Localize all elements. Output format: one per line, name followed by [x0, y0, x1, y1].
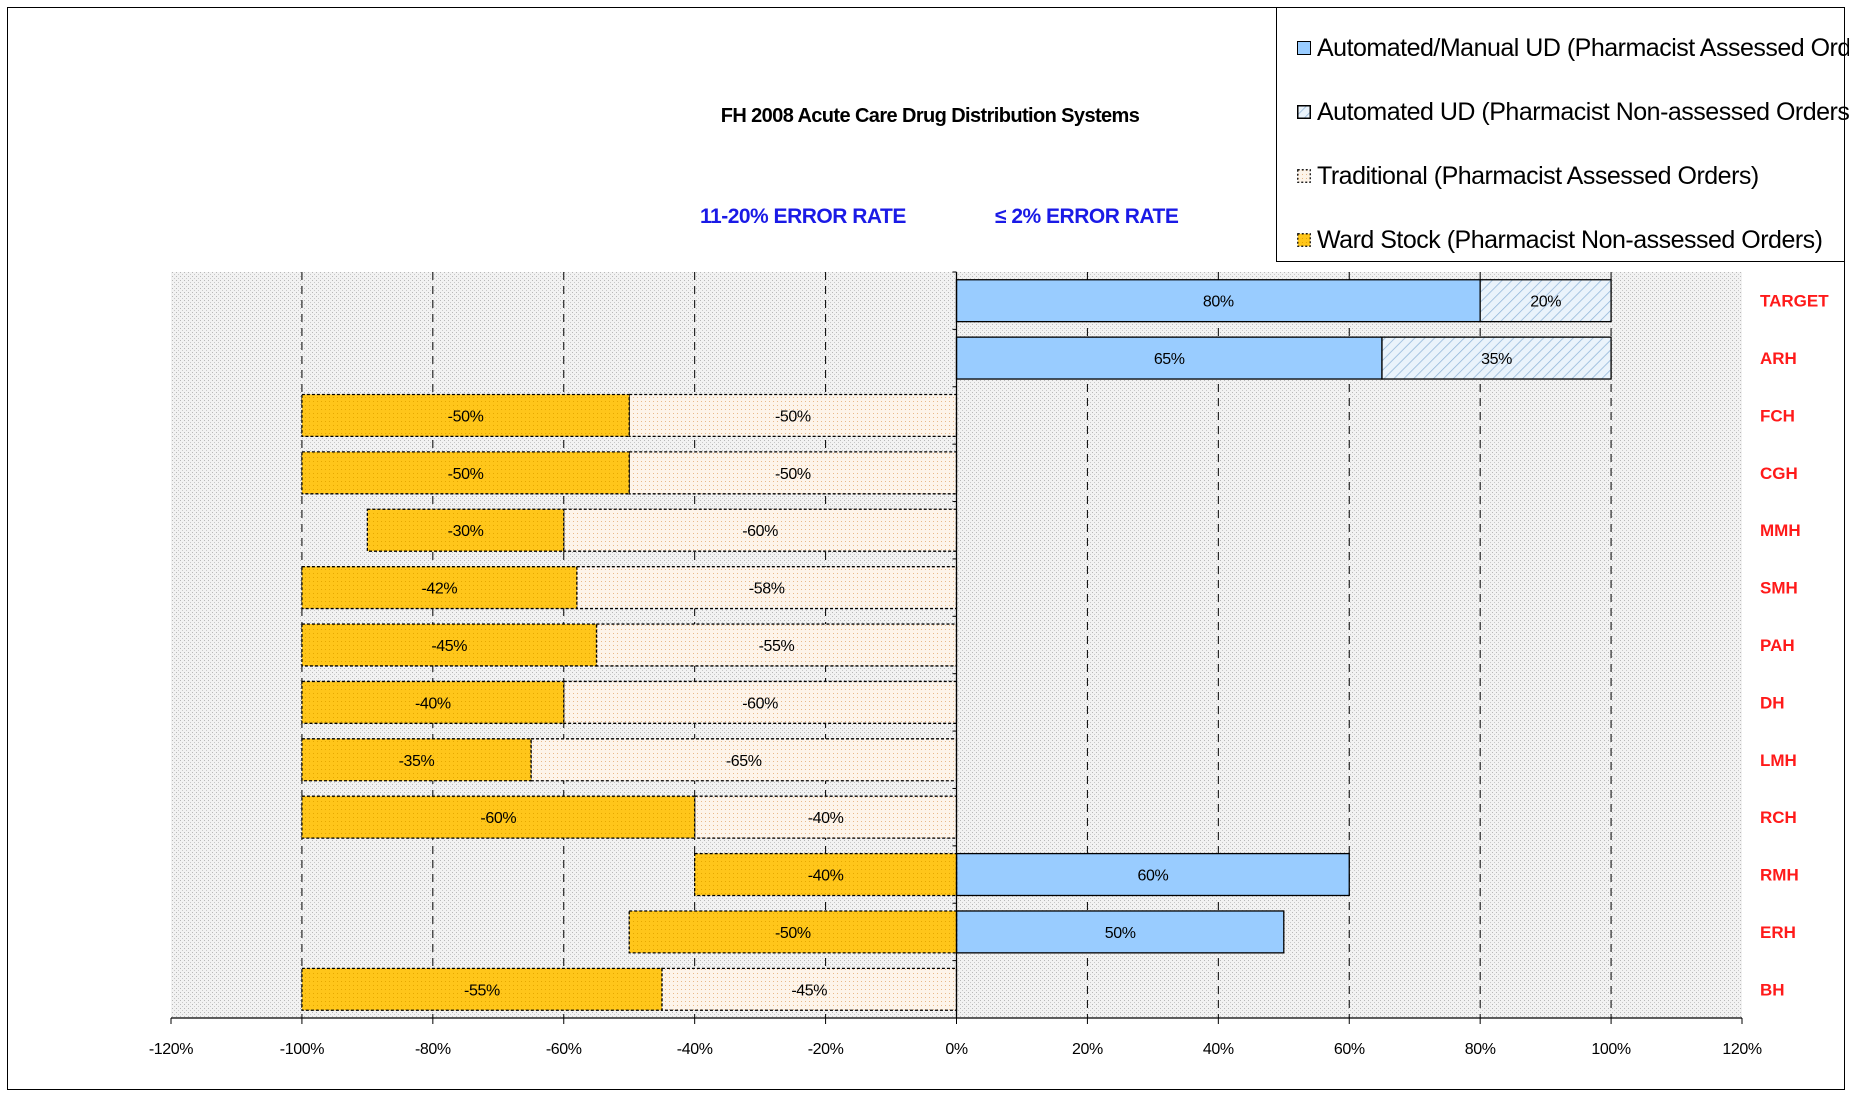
x-tick-label: 120%	[1722, 1041, 1761, 1058]
bar-data-label: -40%	[415, 695, 451, 712]
category-label: SMH	[1760, 579, 1798, 598]
bar-data-label: -50%	[775, 925, 811, 942]
bar-segment	[301, 566, 578, 610]
bar-data-label: 80%	[1203, 294, 1234, 311]
bar-segment	[628, 910, 958, 954]
category-label: FCH	[1760, 406, 1795, 425]
bar-data-label: -58%	[749, 581, 785, 598]
bar-segment	[301, 738, 532, 782]
legend-swatch	[1297, 233, 1311, 247]
bar-segment	[595, 623, 958, 667]
bar-data-label: -55%	[759, 638, 795, 655]
legend-label: Traditional (Pharmacist Assessed Orders)	[1317, 161, 1759, 190]
bar-data-label: -60%	[742, 523, 778, 540]
bar-data-label: -42%	[421, 581, 457, 598]
bar-segment	[530, 738, 958, 782]
bar-data-label: -40%	[808, 810, 844, 827]
bar-data-label: 50%	[1105, 925, 1136, 942]
annotation-left: 11-20% ERROR RATE	[700, 205, 906, 228]
bar-segment	[366, 508, 565, 552]
legend-swatch	[1297, 169, 1311, 183]
x-tick-label: 40%	[1203, 1041, 1234, 1058]
category-label: MMH	[1760, 521, 1801, 540]
bar-segment	[628, 393, 958, 438]
bar-data-label: -55%	[464, 982, 500, 999]
x-tick-label: -80%	[415, 1041, 451, 1058]
legend-label: Automated UD (Pharmacist Non-assessed Or…	[1317, 97, 1849, 126]
bar-segment	[301, 451, 630, 495]
legend-label: Automated/Manual UD (Pharmacist Assessed…	[1317, 33, 1849, 62]
category-label: CGH	[1760, 464, 1798, 483]
bar-data-label: -50%	[448, 408, 484, 425]
bar-data-label: -30%	[448, 523, 484, 540]
x-tick-label: 100%	[1591, 1041, 1630, 1058]
x-tick-label: 0%	[945, 1041, 967, 1058]
bar-data-label: -35%	[399, 753, 435, 770]
bar-segment	[301, 393, 630, 438]
bar-data-label: 60%	[1137, 868, 1168, 885]
x-tick-label: 20%	[1072, 1041, 1103, 1058]
legend: Automated/Manual UD (Pharmacist Assessed…	[1276, 7, 1849, 262]
bar-data-label: -60%	[480, 810, 516, 827]
category-label: ERH	[1760, 923, 1796, 942]
category-label: RMH	[1760, 866, 1799, 885]
category-label: LMH	[1760, 751, 1797, 770]
x-tick-label: -120%	[149, 1041, 193, 1058]
category-label: PAH	[1760, 636, 1795, 655]
bar-segment	[576, 566, 958, 610]
legend-item-ward-stock: Ward Stock (Pharmacist Non-assessed Orde…	[1297, 220, 1823, 260]
category-label: DH	[1760, 693, 1785, 712]
bar-segment	[563, 508, 958, 552]
bar-data-label: 65%	[1154, 351, 1185, 368]
bar-segment	[301, 967, 663, 1011]
bar-segment	[661, 967, 958, 1011]
x-tick-label: -40%	[677, 1041, 713, 1058]
category-label: TARGET	[1760, 292, 1829, 311]
category-label: RCH	[1760, 808, 1797, 827]
x-tick-label: -20%	[808, 1041, 844, 1058]
bar-data-label: 20%	[1530, 294, 1561, 311]
legend-swatch	[1297, 41, 1311, 55]
legend-item-automated-ud: Automated UD (Pharmacist Non-assessed Or…	[1297, 92, 1849, 132]
legend-label: Ward Stock (Pharmacist Non-assessed Orde…	[1317, 225, 1823, 254]
bar-data-label: -45%	[431, 638, 467, 655]
category-label: BH	[1760, 980, 1785, 999]
bar-segment	[563, 680, 958, 724]
bar-data-label: -60%	[742, 695, 778, 712]
bar-data-label: -50%	[775, 466, 811, 483]
bar-segment	[301, 795, 696, 839]
chart-title: FH 2008 Acute Care Drug Distribution Sys…	[720, 105, 1140, 127]
legend-item-traditional: Traditional (Pharmacist Assessed Orders)	[1297, 156, 1759, 196]
x-tick-label: -60%	[546, 1041, 582, 1058]
bar-segment	[694, 795, 958, 839]
x-tick-label: 80%	[1465, 1041, 1496, 1058]
category-label: ARH	[1760, 349, 1797, 368]
x-tick-label: -100%	[280, 1041, 324, 1058]
bar-data-label: -40%	[808, 868, 844, 885]
bar-segment	[955, 910, 1285, 954]
bar-data-label: 35%	[1481, 351, 1512, 368]
bar-data-label: -45%	[791, 982, 827, 999]
bar-segment	[1479, 279, 1612, 323]
bar-data-label: -50%	[775, 408, 811, 425]
x-tick-label: 60%	[1334, 1041, 1365, 1058]
bar-data-label: -50%	[448, 466, 484, 483]
bar-segment	[955, 279, 1481, 323]
legend-swatch	[1297, 105, 1311, 119]
bar-segment	[301, 623, 598, 667]
bar-segment	[301, 680, 565, 724]
legend-item-automated-manual: Automated/Manual UD (Pharmacist Assessed…	[1297, 28, 1849, 68]
annotation-right: ≤ 2% ERROR RATE	[995, 205, 1179, 228]
bar-segment	[1381, 336, 1612, 380]
bar-data-label: -65%	[726, 753, 762, 770]
